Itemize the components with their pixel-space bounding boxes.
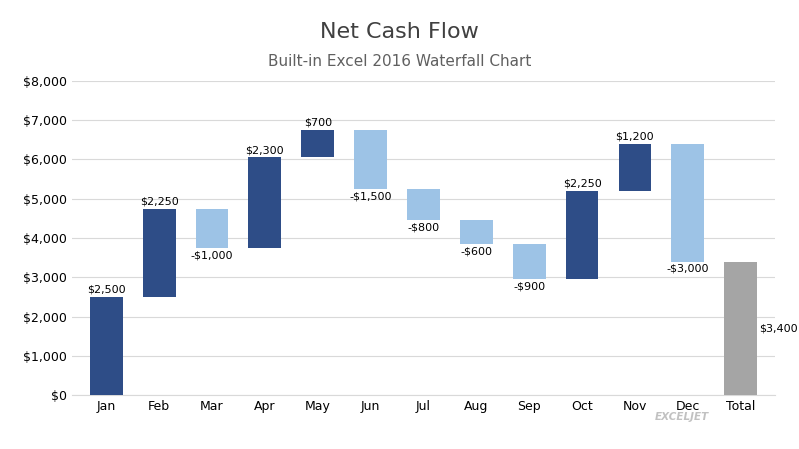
Bar [248,158,281,248]
Text: -$800: -$800 [407,223,439,233]
Text: $2,500: $2,500 [87,285,125,295]
Bar [89,297,123,395]
Text: $2,300: $2,300 [245,145,284,155]
Text: $2,250: $2,250 [140,196,178,206]
Bar [460,220,493,244]
Bar [671,144,704,261]
Bar [407,189,440,220]
Text: EXCELJET: EXCELJET [655,412,710,422]
Bar [354,130,387,189]
Text: -$1,500: -$1,500 [349,191,392,201]
Text: -$900: -$900 [513,282,545,291]
Bar [566,191,598,279]
Bar [301,130,334,158]
Text: -$1,000: -$1,000 [191,250,233,260]
Text: Built-in Excel 2016 Waterfall Chart: Built-in Excel 2016 Waterfall Chart [268,54,531,69]
Text: Net Cash Flow: Net Cash Flow [320,22,479,43]
Text: $2,250: $2,250 [562,178,602,189]
Bar [618,144,651,191]
Text: -$3,000: -$3,000 [666,264,709,274]
Bar [513,244,546,279]
Bar [143,208,176,297]
Bar [196,208,229,248]
Text: $1,200: $1,200 [615,131,654,141]
Text: -$600: -$600 [460,246,492,256]
Text: $700: $700 [304,118,332,128]
Bar [724,261,757,395]
Text: $3,400: $3,400 [759,323,797,333]
